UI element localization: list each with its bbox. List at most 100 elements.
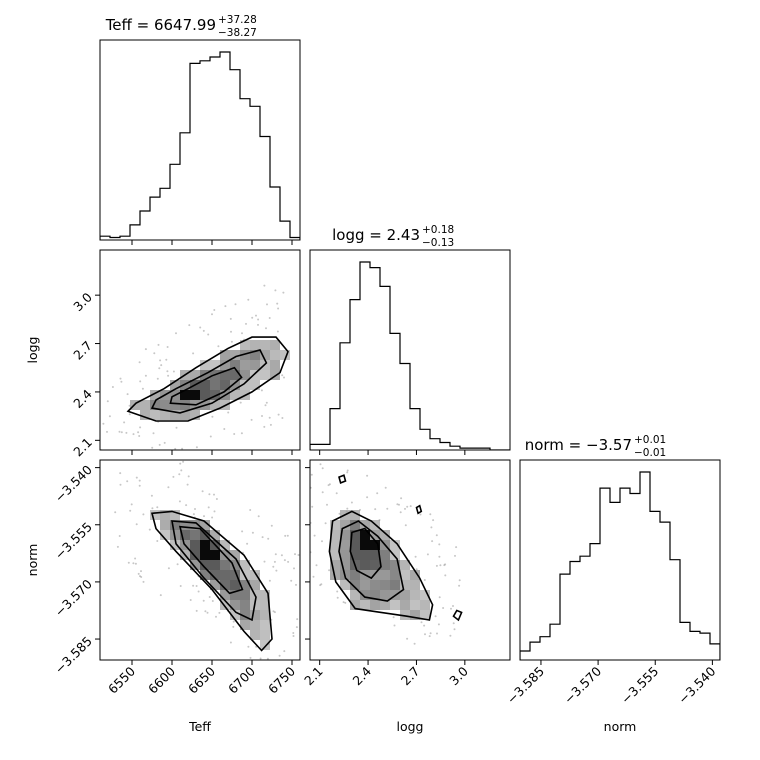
sample-point — [276, 406, 278, 408]
ylabel-logg: logg — [25, 337, 40, 364]
density-cell — [410, 570, 420, 580]
hist-frame-norm — [519, 459, 721, 661]
hist-frame-logg — [309, 249, 511, 451]
sample-point — [153, 352, 156, 355]
sample-point — [257, 572, 260, 575]
density-cell — [330, 540, 340, 550]
title-Teff: Teff = 6647.99 +37.28−38.27 — [105, 14, 257, 39]
sample-point — [159, 594, 162, 597]
hist-norm — [520, 471, 720, 660]
density-cell — [380, 590, 390, 600]
sample-point — [135, 476, 138, 479]
sample-point — [328, 569, 331, 572]
sample-point — [319, 463, 322, 466]
sample-point — [328, 483, 331, 486]
density-cell — [370, 570, 380, 580]
density-cell — [190, 530, 200, 540]
density-cell — [220, 570, 230, 580]
sample-point — [128, 404, 131, 407]
xlabel-logg: logg — [397, 719, 424, 734]
density-cell — [210, 530, 220, 540]
sample-point — [134, 562, 137, 565]
sample-point — [338, 512, 341, 515]
hist-panel-norm: norm = −3.57 +0.01−0.01 — [519, 434, 721, 665]
density-cell — [230, 390, 240, 400]
density-cell — [170, 400, 180, 410]
sample-point — [211, 313, 213, 316]
contour-line — [452, 609, 463, 622]
sample-point — [179, 462, 182, 465]
sample-point — [218, 611, 221, 614]
xtick-label-norm: −3.540 — [675, 663, 718, 706]
sample-point — [265, 401, 268, 404]
sample-point — [400, 497, 403, 500]
density-cell — [360, 560, 370, 570]
density-frame-Teff-logg — [99, 249, 301, 451]
sample-point — [366, 474, 369, 477]
sample-point — [272, 565, 275, 568]
sample-point — [278, 551, 280, 553]
density-cell — [260, 350, 270, 360]
sample-point — [366, 496, 369, 499]
title-main-norm: norm = −3.57 — [525, 436, 632, 454]
sample-point — [438, 555, 441, 558]
sample-point — [263, 284, 266, 287]
density-cell — [350, 600, 360, 610]
sample-point — [282, 291, 285, 294]
sample-point — [280, 527, 282, 529]
sample-point — [263, 425, 266, 428]
density-cell — [380, 580, 390, 590]
density-cell — [410, 580, 420, 590]
density-cell — [380, 550, 390, 560]
density-cell — [250, 580, 260, 590]
sample-point — [437, 623, 440, 626]
sample-point — [301, 478, 303, 480]
sample-point — [232, 620, 235, 623]
xtick-label-norm: −3.585 — [504, 664, 547, 707]
sample-point — [211, 516, 214, 519]
sample-point — [132, 444, 134, 446]
density-frame-Teff-norm — [99, 459, 301, 661]
sample-point — [195, 609, 198, 612]
density-cell — [210, 390, 220, 400]
sample-point — [342, 601, 345, 604]
xlabel-Teff: Teff — [188, 719, 211, 734]
density-cell — [230, 350, 240, 360]
density-cell — [170, 540, 180, 550]
sample-point — [431, 540, 434, 543]
sample-point — [249, 656, 252, 659]
density-cell — [260, 610, 270, 620]
density-cell — [190, 540, 200, 550]
sample-point — [435, 564, 438, 567]
sample-point — [264, 404, 267, 407]
density-cell — [360, 550, 370, 560]
sample-point — [199, 326, 202, 329]
density-cell — [140, 410, 150, 420]
title-plus-norm: +0.01 — [634, 434, 666, 446]
sample-point — [406, 637, 409, 640]
sample-point — [151, 507, 154, 510]
density-cell — [250, 350, 260, 360]
sample-point — [293, 567, 295, 570]
density-cell — [420, 590, 430, 600]
sample-point — [125, 431, 128, 434]
density-cell — [200, 550, 210, 560]
density-cell — [270, 350, 280, 360]
sample-point — [430, 526, 433, 529]
density-cell — [250, 340, 260, 350]
density-cell — [160, 410, 170, 420]
density-cell — [260, 600, 270, 610]
sample-point — [336, 596, 339, 599]
density-cell — [240, 350, 250, 360]
sample-point — [321, 467, 324, 470]
sample-point — [106, 400, 109, 403]
sample-point — [115, 414, 117, 416]
sample-point — [232, 625, 235, 628]
density-cell — [230, 590, 240, 600]
density-cell — [360, 600, 370, 610]
sample-point — [241, 332, 243, 335]
density-cell — [360, 530, 370, 540]
density-cell — [180, 400, 190, 410]
title-plus-logg: +0.18 — [422, 224, 454, 236]
contour-line — [178, 525, 244, 595]
